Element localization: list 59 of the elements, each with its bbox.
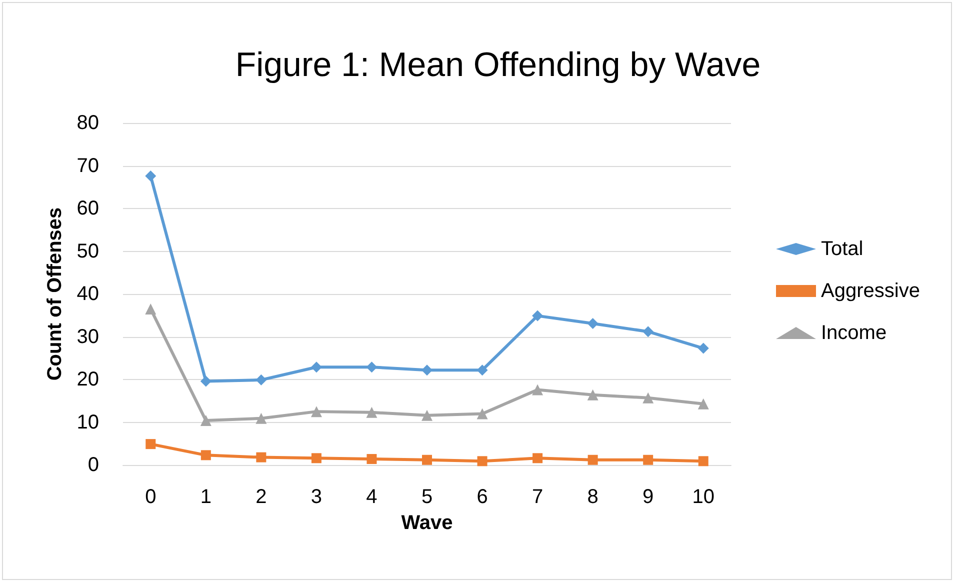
x-tick-label: 5 — [421, 486, 433, 508]
x-tick-label: 2 — [256, 486, 267, 508]
x-tick-label: 10 — [692, 486, 714, 508]
point — [366, 406, 378, 418]
point — [588, 454, 598, 465]
point — [698, 398, 709, 410]
point — [145, 170, 156, 182]
y-axis-title: Count of Offenses — [44, 207, 66, 381]
point — [256, 374, 267, 386]
point — [310, 406, 322, 418]
point — [643, 454, 654, 465]
x-tick-label: 7 — [532, 486, 544, 508]
point — [642, 326, 654, 338]
x-tick-label: 9 — [642, 486, 654, 508]
y-tick-label: 70 — [76, 154, 99, 177]
y-tick-label: 60 — [76, 198, 99, 220]
x-tick-label: 3 — [310, 486, 322, 508]
point — [422, 364, 432, 376]
point — [587, 389, 598, 400]
point — [698, 456, 708, 466]
point — [532, 453, 543, 464]
point — [642, 392, 654, 404]
point — [256, 452, 266, 462]
y-tick-label: 0 — [88, 454, 99, 476]
x-tick-label: 6 — [476, 486, 488, 508]
x-tick-label: 1 — [200, 486, 212, 508]
point — [311, 453, 322, 464]
point — [200, 415, 212, 426]
chart-title: Figure 1: Mean Offending by Wave — [235, 46, 761, 84]
legend-label: Income — [821, 322, 887, 344]
x-axis-title: Wave — [401, 512, 453, 534]
point — [200, 376, 212, 387]
point — [200, 450, 211, 460]
y-tick-label: 50 — [76, 240, 99, 262]
y-tick-label: 80 — [76, 112, 99, 134]
point — [532, 310, 544, 322]
point — [532, 384, 544, 396]
point — [422, 410, 432, 421]
x-tick-label: 4 — [366, 486, 378, 508]
point — [422, 454, 432, 465]
y-tick-label: 40 — [76, 283, 99, 305]
point — [366, 362, 378, 373]
point — [256, 412, 267, 424]
point — [145, 303, 156, 314]
point — [476, 408, 488, 420]
x-tick-label: 8 — [587, 486, 598, 508]
point — [698, 342, 709, 354]
point — [477, 456, 488, 466]
legend-label: Total — [821, 238, 864, 260]
point — [146, 439, 156, 450]
point — [587, 318, 598, 329]
point — [476, 364, 488, 376]
y-tick-label: 20 — [76, 368, 99, 390]
point — [366, 454, 377, 464]
legend-label: Aggressive — [821, 280, 920, 302]
y-tick-label: 30 — [76, 326, 99, 348]
y-tick-label: 10 — [76, 411, 99, 434]
point — [310, 362, 322, 373]
x-tick-label: 0 — [145, 486, 156, 508]
